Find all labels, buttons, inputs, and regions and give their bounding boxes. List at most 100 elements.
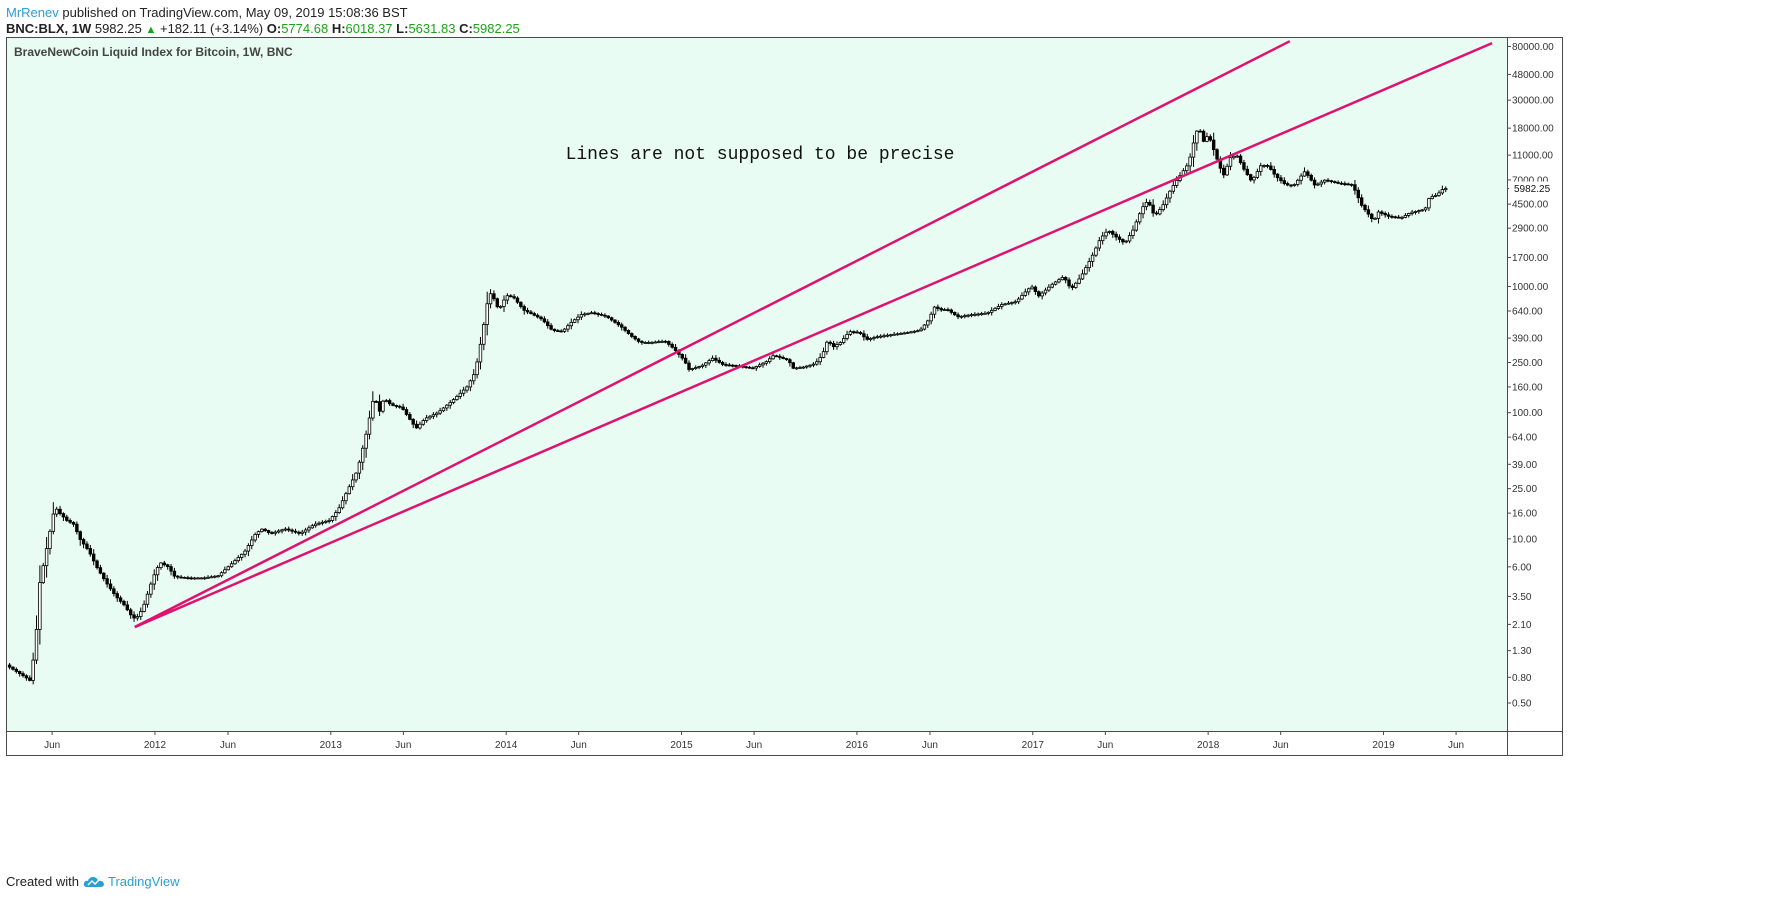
candle-body (1326, 179, 1330, 182)
candle-body (51, 513, 56, 532)
y-tick-label: 48000.00 (1512, 70, 1554, 81)
candle-body (1077, 278, 1081, 284)
y-tick-label: 7000.00 (1512, 175, 1549, 186)
candle-body (700, 364, 705, 367)
y-tick-label: 1700.00 (1512, 253, 1549, 264)
candle-body (317, 522, 321, 525)
candle-body (162, 562, 167, 566)
candle-body (1053, 281, 1058, 285)
candle-body (1006, 302, 1011, 305)
candle-body (868, 338, 873, 340)
candle-body (653, 341, 658, 344)
tradingview-link[interactable]: TradingView (108, 874, 180, 889)
candle-body (1242, 162, 1246, 170)
candle-body (1050, 283, 1054, 288)
candle-body (1121, 239, 1125, 243)
candle-body (65, 516, 69, 521)
candle-body (1309, 174, 1313, 181)
candle-body (152, 574, 156, 585)
candle-body (1279, 177, 1283, 182)
candle-body (764, 361, 769, 364)
candle-body (892, 333, 896, 336)
candle-body (253, 534, 257, 541)
candle-body (1020, 295, 1024, 300)
candle-body (1205, 136, 1209, 142)
candle-body (680, 353, 684, 359)
candle-body (502, 299, 506, 307)
candle-body (667, 341, 671, 345)
candle-body (287, 528, 291, 531)
candle-body (276, 530, 281, 533)
candle-body (455, 396, 459, 400)
candle-body (7, 664, 12, 668)
candle-body (757, 364, 762, 367)
candle-body (1198, 130, 1202, 133)
candle-body (1201, 130, 1206, 142)
candle-body (966, 314, 970, 317)
candle-body (1336, 181, 1340, 184)
candle-body (145, 593, 150, 605)
candle-body (724, 364, 728, 366)
chart-header: MrRenev published on TradingView.com, Ma… (6, 5, 520, 37)
candle-body (986, 311, 991, 314)
candle-body (794, 367, 799, 370)
candle-body (535, 314, 540, 318)
candle-body (374, 400, 378, 403)
candle-body (1003, 303, 1007, 306)
candle-body (229, 563, 234, 568)
candle-body (1097, 240, 1102, 249)
candle-body (973, 313, 977, 316)
candle-body (1144, 202, 1149, 208)
candle-body (1410, 211, 1414, 214)
chart-title: BraveNewCoin Liquid Index for Bitcoin, 1… (14, 45, 293, 59)
candle-body (838, 342, 843, 345)
candle-body (603, 314, 607, 317)
candle-body (768, 358, 772, 363)
candle-body (1060, 277, 1065, 281)
candle-body (566, 325, 570, 330)
candle-body (1319, 181, 1323, 185)
ohlc-line: BNC:BLX, 1W 5982.25 ▲ +182.11 (+3.14%) O… (6, 21, 520, 37)
candle-body (350, 479, 355, 488)
candle-body (283, 528, 288, 531)
candle-body (572, 319, 577, 323)
candle-body (1084, 267, 1088, 275)
candle-body (300, 531, 304, 534)
x-tick-label: Jun (1448, 740, 1464, 751)
candle-body (1413, 211, 1418, 213)
candle-body (75, 523, 79, 533)
candle-body (1255, 171, 1260, 178)
candle-body (1376, 211, 1381, 219)
y-tick-label: 160.00 (1512, 382, 1543, 393)
y-tick-label: 4500.00 (1512, 200, 1549, 211)
candle-body (1269, 165, 1273, 170)
candle-body (14, 668, 19, 672)
candle-body (1333, 181, 1337, 183)
candle-body (1393, 216, 1397, 219)
candle-body (976, 313, 980, 316)
candle-body (1057, 279, 1061, 283)
candle-body (344, 493, 348, 502)
candle-body (1195, 130, 1199, 144)
candle-body (38, 582, 42, 630)
candle-body (946, 309, 950, 311)
author-link[interactable]: MrRenev (6, 5, 59, 20)
candle-body (1359, 197, 1364, 206)
candle-body (835, 344, 839, 348)
x-tick-label: Jun (571, 740, 587, 751)
candle-body (498, 306, 503, 308)
candle-body (361, 447, 365, 463)
candle-body (1225, 165, 1229, 176)
candle-body (1386, 214, 1391, 217)
candle-body (815, 361, 819, 365)
candle-body (404, 409, 409, 415)
candle-body (989, 309, 994, 313)
candle-body (88, 548, 93, 555)
candle-body (710, 357, 715, 361)
candle-body (1074, 282, 1078, 288)
candle-body (1312, 179, 1317, 186)
candle-body (293, 530, 298, 533)
candle-body (509, 295, 513, 298)
trendline (134, 40, 1291, 629)
